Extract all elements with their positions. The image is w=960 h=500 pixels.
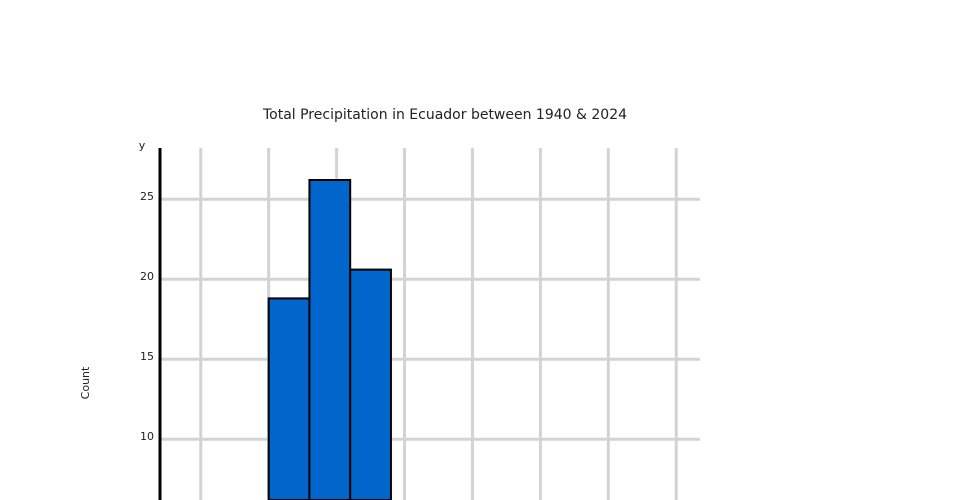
chart-title: Total Precipitation in Ecuador between 1… (262, 107, 627, 123)
y-tick-label: 20 (140, 270, 154, 283)
y-axis-name: y (139, 139, 146, 152)
bar (308, 179, 352, 500)
y-tick-label: 10 (140, 430, 154, 443)
y-tick-label: 25 (140, 190, 154, 203)
y-axis-label: Count (79, 366, 92, 399)
bar (267, 297, 311, 500)
y-tick-label: 15 (140, 350, 154, 363)
bar (349, 268, 392, 500)
